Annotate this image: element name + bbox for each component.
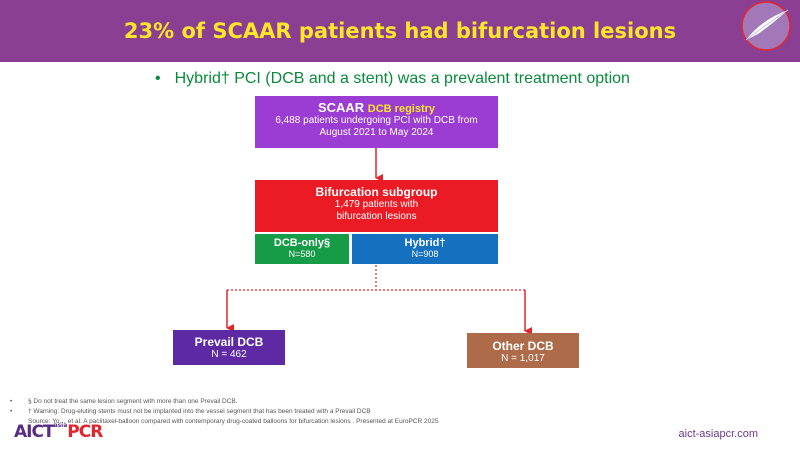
other-dcb-box: Other DCB N = 1,017 [467, 333, 579, 368]
bullet-point: • Hybrid† PCI (DCB and a stent) was a pre… [155, 70, 630, 88]
brand-tiny: asia [53, 422, 68, 429]
bifurcation-title: Bifurcation subgroup [315, 185, 438, 199]
bullet-text: Hybrid† PCI (DCB and a stent) was a prev… [174, 70, 630, 87]
registry-title: SCAAR [317, 100, 365, 115]
footnote: • § Do not treat the same lesion segment … [10, 398, 238, 405]
other-n: N = 1,017 [501, 353, 545, 364]
footnote: • † Warning: Drug-eluting stents must not… [10, 408, 371, 415]
footnotes: • § Do not treat the same lesion segment … [10, 397, 438, 427]
bifurcation-box: Bifurcation subgroup 1,479 patients with… [255, 180, 498, 232]
prevail-dcb-box: Prevail DCB N = 462 [173, 330, 285, 365]
hybrid-title: Hybrid† [404, 237, 446, 249]
prevail-n: N = 462 [211, 349, 247, 360]
dcb-only-title: DCB-only§ [273, 237, 331, 249]
bifurcation-line1: 1,479 patients with [334, 199, 419, 210]
registry-line2: August 2021 to May 2024 [319, 127, 434, 138]
site-url[interactable]: aict-asiapcr.com [678, 428, 758, 440]
brand-part2: PCR [67, 422, 103, 442]
bullet-marker: • [155, 70, 161, 87]
header-bar: 23% of SCAAR patients had bifurcation le… [0, 0, 800, 62]
other-title: Other DCB [492, 339, 554, 353]
registry-line1: 6,488 patients undergoing PCI with DCB f… [275, 115, 478, 126]
hybrid-box: Hybrid† N=908 [352, 234, 498, 264]
feather-logo-icon [741, 1, 791, 51]
bifurcation-line2: bifurcation lesions [336, 211, 417, 222]
brand-logo: AICTasiaPCR [14, 422, 103, 442]
registry-title-small: DCB registry [367, 103, 436, 115]
registry-box: SCAAR DCB registry 6,488 patients underg… [255, 96, 498, 148]
dcb-only-box: DCB-only§ N=580 [255, 234, 349, 264]
hybrid-n: N=908 [411, 249, 439, 259]
dcb-only-n: N=580 [288, 249, 316, 259]
prevail-title: Prevail DCB [194, 335, 264, 349]
page-title: 23% of SCAAR patients had bifurcation le… [123, 19, 677, 43]
footnote: Source: Yo… et al. A paclitaxel-balloon … [28, 418, 439, 425]
brand-part1: AICT [14, 422, 55, 442]
